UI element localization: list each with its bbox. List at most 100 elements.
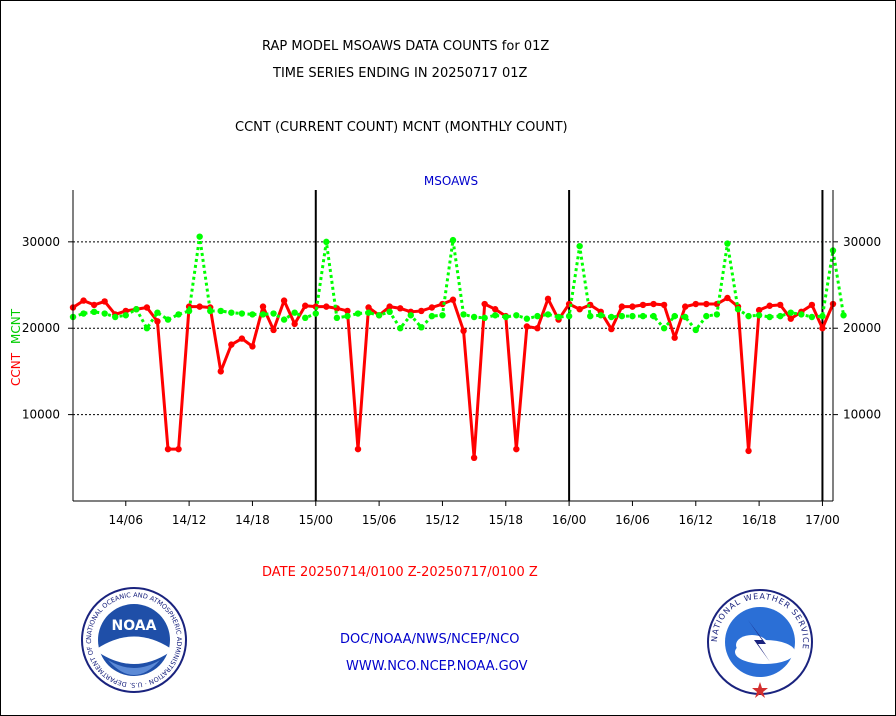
data-point-ccnt [534,325,541,332]
data-point-mcnt [80,310,87,317]
data-point-mcnt [386,308,393,316]
data-point-ccnt [703,300,710,308]
data-point-mcnt [175,311,182,318]
data-point-mcnt [755,312,763,319]
data-point-ccnt [428,304,436,311]
data-point-ccnt [238,335,246,342]
data-point-ccnt [323,303,330,310]
data-point-mcnt [576,242,583,250]
data-point-mcnt [101,310,108,317]
series-line-ccnt [72,296,835,460]
data-point-mcnt [291,309,298,316]
data-point-ccnt [523,323,531,330]
y-tick-label-left: 10000 [22,408,60,422]
axis-layer: 10000 10000 20000 20000 30000 30000 14/06 14/12… [22,190,881,527]
data-point-ccnt [724,294,731,302]
data-point-mcnt [122,312,129,319]
data-point-mcnt [470,313,478,321]
svg-text:NATIONAL OCEANIC AND ATMOSPHER: NATIONAL OCEANIC AND ATMOSPHERIC ADMINIS… [0,0,183,689]
x-tick-label: 15/18 [488,513,523,527]
data-point-mcnt [196,233,203,240]
data-point-ccnt [249,343,256,350]
data-point-ccnt [217,368,224,375]
data-point-ccnt [418,307,425,315]
data-point-mcnt [207,307,214,315]
data-point-mcnt [682,313,689,321]
data-point-mcnt [734,306,742,313]
data-point-mcnt [375,312,383,319]
data-point-ccnt [745,447,752,455]
data-point-mcnt [608,313,615,321]
x-tick-label: 14/12 [172,513,207,527]
data-point-ccnt [196,303,203,310]
data-point-ccnt [608,325,615,333]
y-tick-label-right: 30000 [843,235,881,249]
data-point-ccnt [280,297,288,304]
data-point-ccnt [154,318,161,325]
data-point-mcnt [513,312,520,319]
data-point-ccnt [365,304,372,311]
data-point-mcnt [418,324,425,331]
data-point-mcnt [249,311,256,318]
data-point-mcnt [660,325,668,332]
x-tick-label: 16/12 [678,513,713,527]
data-point-ccnt [143,304,151,311]
data-point-mcnt [766,313,773,321]
data-point-ccnt [777,301,784,309]
data-point-mcnt [143,325,151,332]
x-tick-label: 14/06 [108,513,143,527]
data-point-ccnt [259,303,267,310]
data-point-mcnt [724,240,731,247]
data-point-mcnt [777,312,784,320]
data-point-ccnt [449,296,457,303]
data-point-mcnt [154,309,161,316]
data-point-ccnt [755,306,763,314]
data-point-mcnt [344,312,351,320]
data-point-mcnt [745,312,752,320]
x-tick-label: 16/00 [552,513,587,527]
data-point-mcnt [323,238,330,246]
data-point-ccnt [481,300,488,308]
data-point-mcnt [523,315,531,322]
data-point-ccnt [460,327,467,335]
data-point-ccnt [787,315,794,322]
y-tick-label-right: 10000 [843,408,881,422]
website-link[interactable]: WWW.NCO.NCEP.NOAA.GOV [346,659,528,674]
data-point-mcnt [587,312,594,320]
chart-title-line2: TIME SERIES ENDING IN 20250717 01Z [273,66,528,81]
data-point-mcnt [798,311,805,318]
data-point-mcnt [302,314,309,322]
data-point-mcnt [840,312,847,319]
data-point-mcnt [629,312,636,320]
data-point-ccnt [175,445,182,453]
data-point-mcnt [639,312,647,320]
data-point-mcnt [333,314,341,322]
data-point-mcnt [164,316,172,323]
data-point-mcnt [259,311,267,318]
y-tick-label-left: 20000 [22,321,60,335]
data-point-ccnt [808,301,816,309]
data-point-mcnt [481,314,488,322]
data-point-mcnt [312,310,319,317]
data-point-mcnt [703,312,710,320]
data-point-mcnt [133,306,140,313]
chart-title-line1: RAP MODEL MSOAWS DATA COUNTS for 01Z [262,39,550,54]
data-point-mcnt [365,309,372,316]
org-label: DOC/NOAA/NWS/NCEP/NCO [340,632,520,647]
data-point-mcnt [713,311,721,318]
data-point-mcnt [618,312,626,320]
data-point-ccnt [492,306,499,313]
svg-text:NOAA: NOAA [112,618,157,634]
data-point-mcnt [544,311,552,318]
data-point-ccnt [470,454,478,462]
data-point-mcnt [502,313,509,321]
date-range-label: DATE 20250714/0100 Z-20250717/0100 Z [262,565,538,580]
data-point-ccnt [671,334,678,341]
data-point-ccnt [291,320,298,328]
y-axis-label-ccnt: CCNT [9,352,23,386]
data-point-ccnt [354,445,362,453]
panel-label: MSOAWS [424,174,478,188]
data-point-mcnt [460,311,467,318]
x-tick-label: 16/18 [742,513,777,527]
